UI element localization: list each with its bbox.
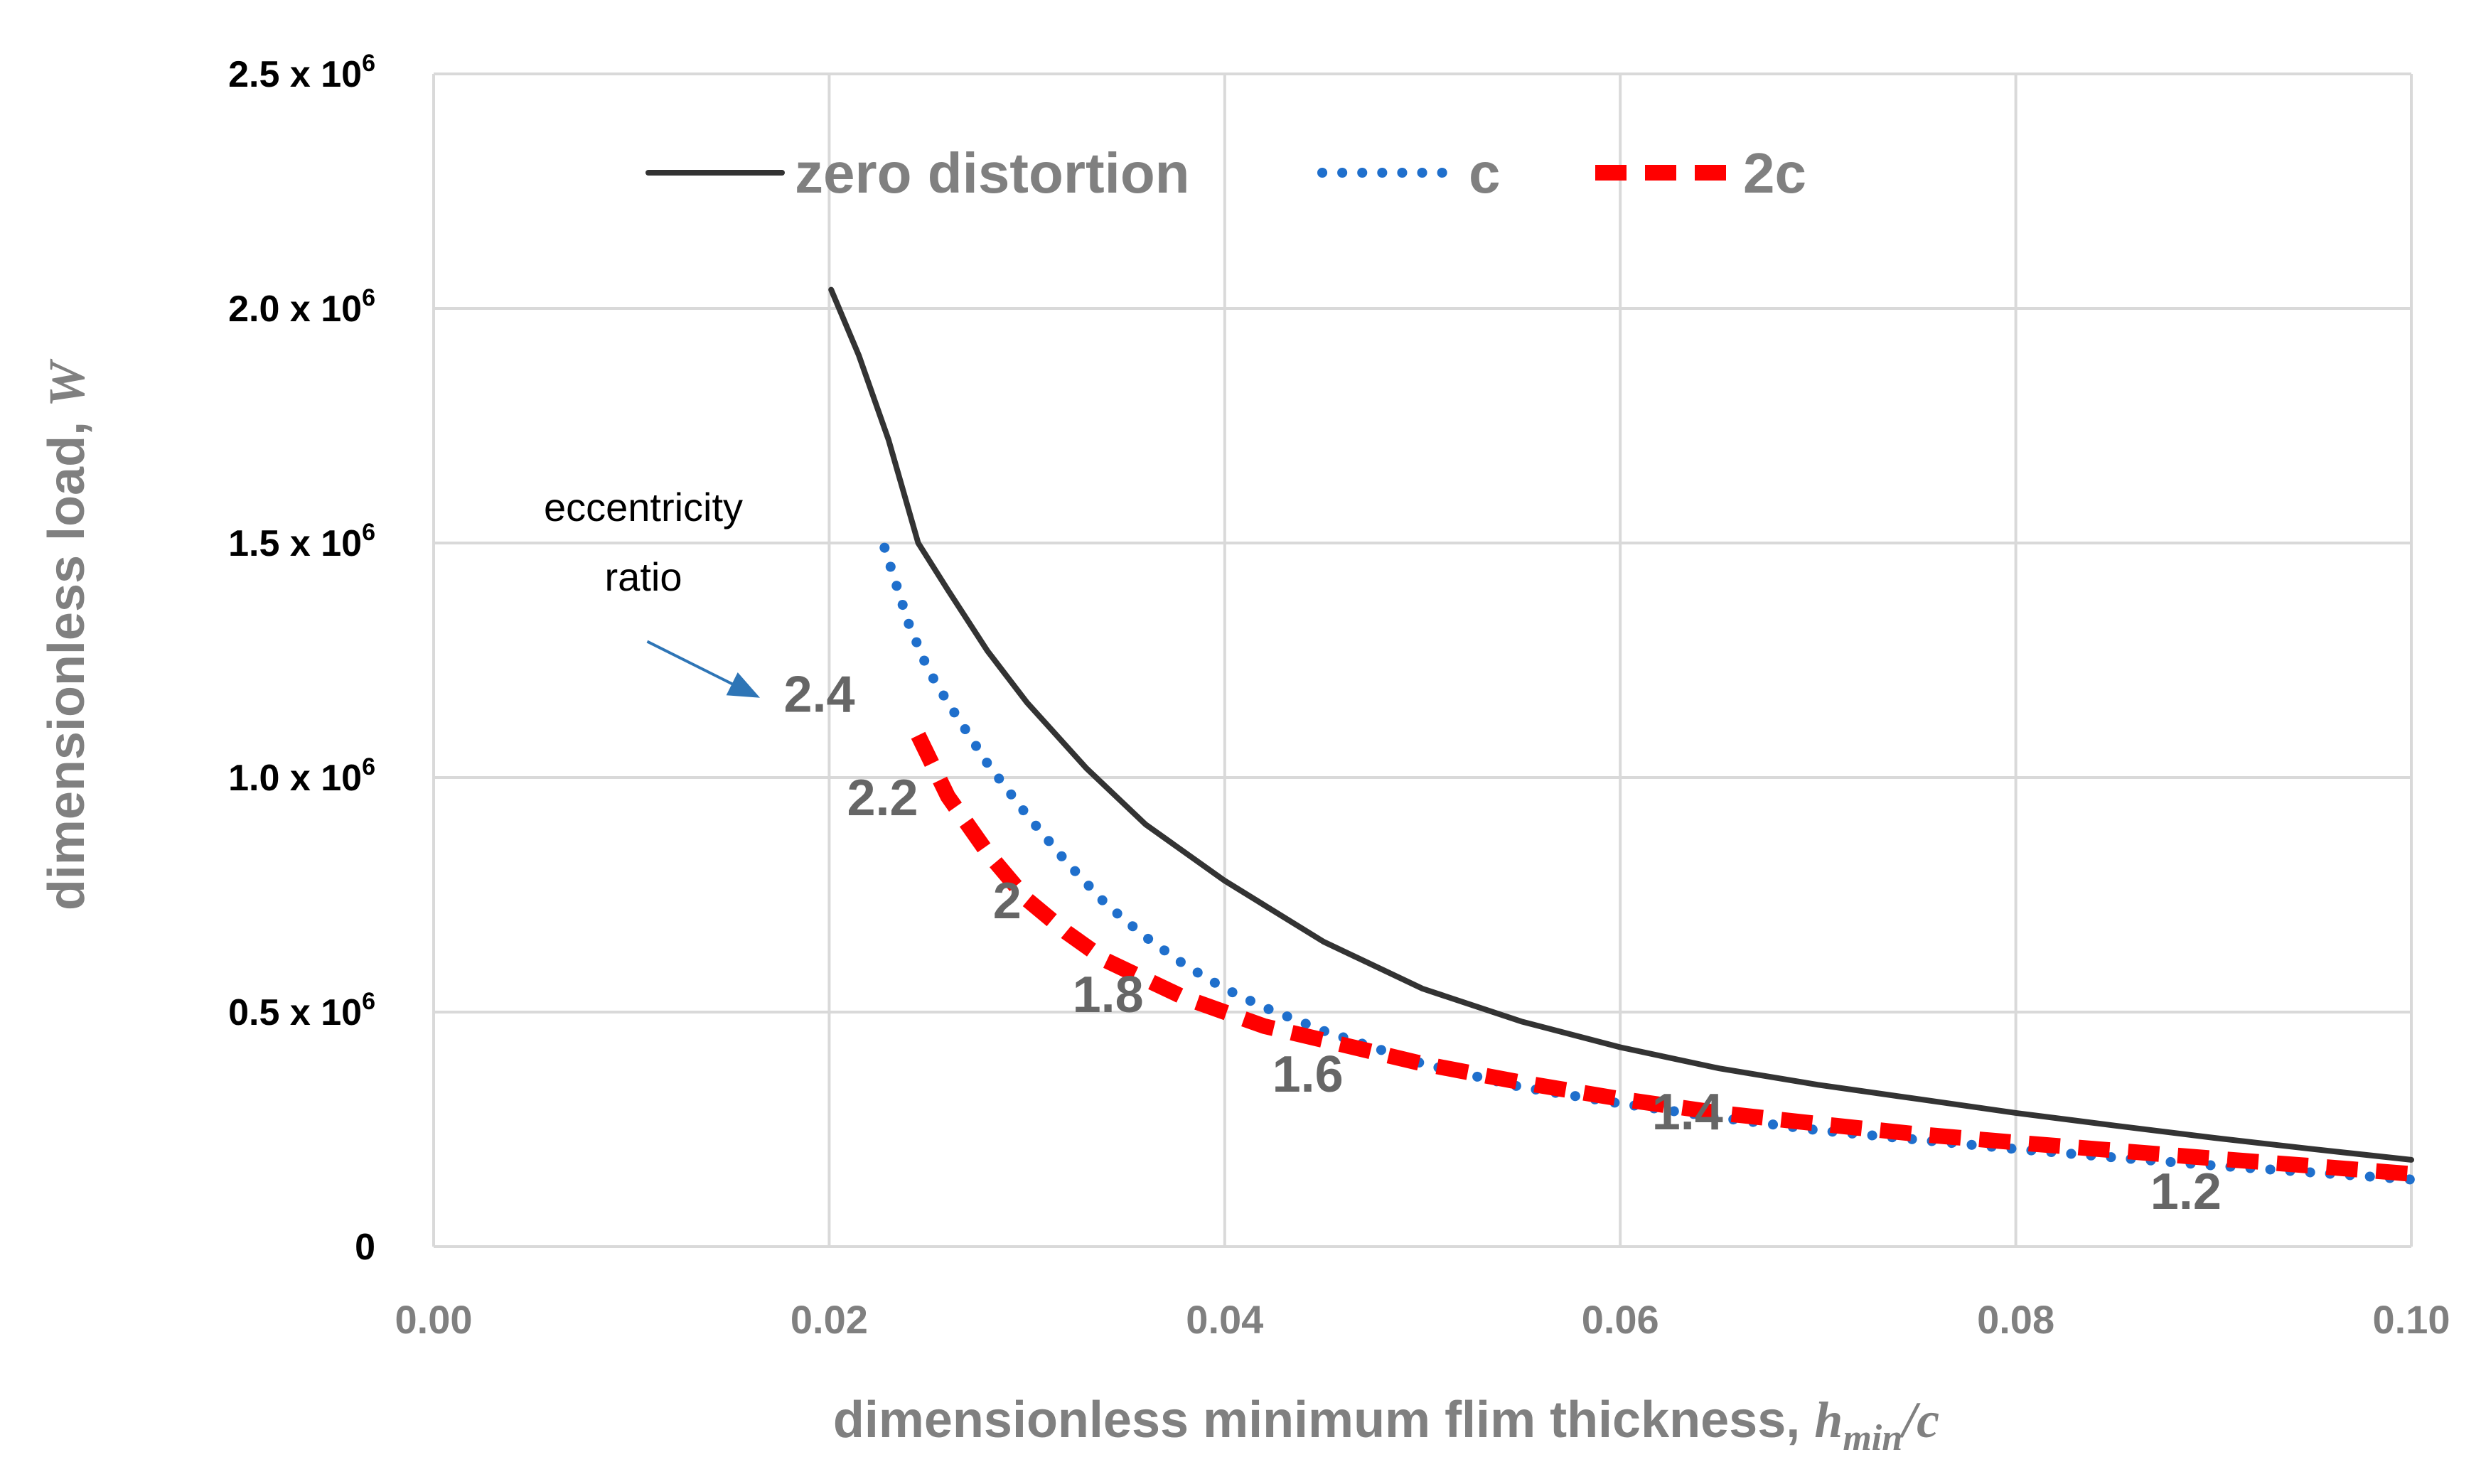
y-tick-label: 2.5 x 106 bbox=[228, 50, 375, 95]
y-tick-exponent: 6 bbox=[362, 519, 375, 546]
x-tick-label: 0.10 bbox=[2373, 1297, 2450, 1342]
series-lines bbox=[828, 286, 2416, 1185]
legend-label: c bbox=[1469, 141, 1501, 205]
eccentricity-ratio-label: 2 bbox=[993, 873, 1022, 930]
y-axis-label-text: dimensionless load, bbox=[38, 421, 95, 910]
y-tick-exponent: 6 bbox=[362, 284, 375, 311]
annotations: eccentricity ratio 2.4 2.2 2 1.8 1.6 1.4 1.2 bbox=[544, 485, 2222, 1220]
eccentricity-ratio-label: 1.4 bbox=[1652, 1084, 1723, 1141]
y-tick-text: 0 bbox=[355, 1227, 375, 1268]
y-axis-label: dimensionless load, W bbox=[38, 358, 95, 910]
eccentricity-ratio-label: 1.8 bbox=[1073, 967, 1144, 1023]
y-tick-label: 0.5 x 106 bbox=[228, 988, 375, 1033]
eccentricity-ratio-label: 2.2 bbox=[847, 770, 918, 827]
x-axis-var-sub: min bbox=[1843, 1418, 1902, 1458]
arrow-shaft bbox=[646, 640, 745, 692]
x-axis-var: h bbox=[1814, 1392, 1843, 1448]
y-tick-text: 1.5 x 10 bbox=[228, 523, 362, 564]
eccentricity-ratio-label: 2.4 bbox=[783, 667, 854, 724]
y-tick-text: 2.5 x 10 bbox=[228, 54, 362, 95]
eccentricity-ratio-label: 1.2 bbox=[2150, 1163, 2222, 1220]
legend-label: 2c bbox=[1743, 141, 1806, 205]
y-tick-text: 2.0 x 10 bbox=[228, 289, 362, 330]
arrow-head bbox=[726, 672, 761, 698]
series-line-2c bbox=[911, 731, 2412, 1182]
y-tick-text: 1.0 x 10 bbox=[228, 758, 362, 799]
grid-lines bbox=[432, 72, 2413, 1247]
y-tick-label: 1.0 x 106 bbox=[228, 753, 375, 799]
y-tick-label: 1.5 x 106 bbox=[228, 519, 375, 564]
x-axis-var-tail: /c bbox=[1899, 1392, 1939, 1448]
x-tick-label: 0.04 bbox=[1186, 1297, 1263, 1342]
x-axis-label-text: dimensionless minimum flim thickness, bbox=[833, 1392, 1800, 1448]
x-tick-label: 0.02 bbox=[791, 1297, 868, 1342]
series-line-zero-distortion bbox=[828, 286, 2414, 1163]
x-axis-label: dimensionless minimum flim thickness, hm… bbox=[833, 1392, 1939, 1458]
y-tick-label: 0 bbox=[355, 1227, 375, 1268]
eccentricity-label: eccentricity bbox=[544, 485, 743, 529]
x-tick-labels: 0.00 0.02 0.04 0.06 0.08 0.10 bbox=[395, 1297, 2450, 1342]
y-axis-var: W bbox=[38, 358, 95, 407]
x-tick-label: 0.06 bbox=[1582, 1297, 1659, 1342]
y-tick-exponent: 6 bbox=[362, 988, 375, 1015]
x-tick-label: 0.00 bbox=[395, 1297, 473, 1342]
x-tick-label: 0.08 bbox=[1977, 1297, 2054, 1342]
ratio-label: ratio bbox=[605, 554, 682, 599]
y-tick-exponent: 6 bbox=[362, 50, 375, 77]
y-tick-exponent: 6 bbox=[362, 753, 375, 780]
legend-label: zero distortion bbox=[795, 141, 1190, 205]
y-tick-label: 2.0 x 106 bbox=[228, 284, 375, 330]
y-tick-text: 0.5 x 10 bbox=[228, 992, 362, 1033]
legend: zero distortion c 2c bbox=[645, 141, 1806, 205]
eccentricity-ratio-label: 1.6 bbox=[1272, 1046, 1344, 1103]
